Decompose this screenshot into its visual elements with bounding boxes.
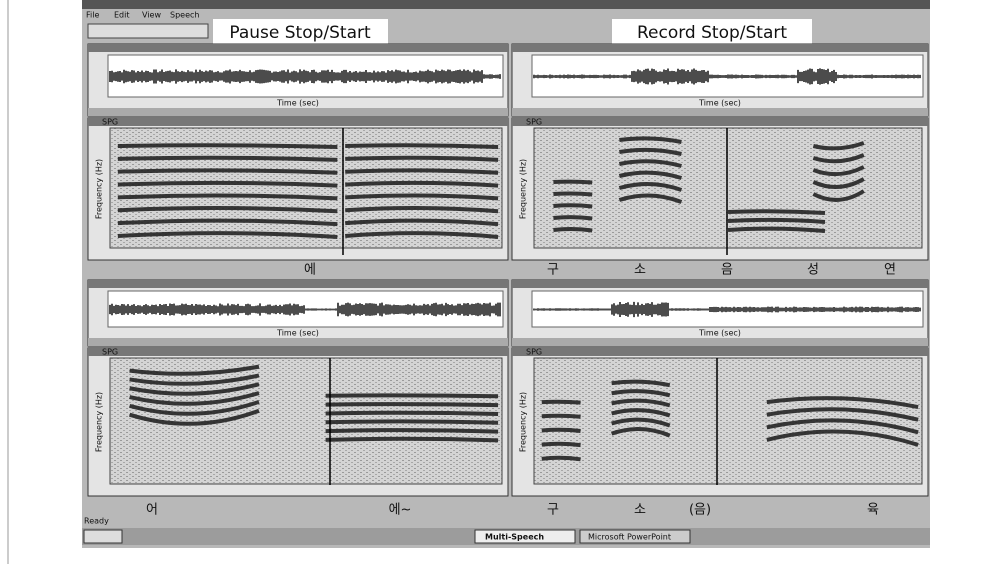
formant-band — [326, 439, 498, 441]
window-title: SPG — [102, 348, 118, 357]
formant-band — [326, 413, 498, 414]
y-axis-label: Frequency (Hz) — [519, 392, 528, 452]
caption: 음 — [721, 263, 733, 278]
overlay-label: Record Stop/Start — [637, 23, 787, 43]
caption: 육 — [867, 503, 879, 518]
formant-band — [345, 145, 498, 147]
y-axis-label: Frequency (Hz) — [519, 159, 528, 219]
formant-band — [345, 158, 498, 160]
status-text: Ready — [84, 517, 109, 526]
formant-band — [542, 430, 581, 431]
status-strip — [512, 338, 928, 346]
x-axis-label: Time (sec) — [276, 99, 319, 108]
caption: 구 — [547, 503, 559, 518]
formant-band — [728, 211, 825, 213]
x-axis-label: Time (sec) — [276, 329, 319, 338]
caption: 에 — [304, 263, 316, 278]
formant-band — [542, 402, 581, 403]
y-axis-label: Frequency (Hz) — [95, 159, 104, 219]
formant-band — [326, 404, 498, 405]
formant-band — [118, 170, 338, 172]
screenshot: File Edit View Speech Pause Stop/Start Reco… — [0, 0, 993, 564]
formant-band — [326, 421, 498, 422]
window-titlebar — [512, 44, 928, 52]
formant-band — [118, 145, 338, 147]
x-axis-label: Time (sec) — [698, 99, 741, 108]
title-bar — [82, 0, 930, 9]
formant-band — [345, 170, 498, 172]
caption: 에~ — [389, 503, 412, 518]
window-title: SPG — [526, 348, 542, 357]
formant-band — [728, 229, 825, 231]
window-titlebar — [88, 44, 508, 52]
window-titlebar — [512, 348, 928, 356]
formant-band — [553, 182, 592, 183]
formant-band — [728, 220, 825, 222]
menu-item[interactable]: View — [142, 11, 161, 20]
formant-band — [542, 416, 581, 417]
y-axis-label: Frequency (Hz) — [95, 392, 104, 452]
window-titlebar — [88, 280, 508, 288]
window-titlebar — [88, 118, 508, 126]
status-strip — [88, 338, 508, 346]
formant-band — [118, 158, 338, 160]
formant-band — [326, 395, 498, 396]
formant-band — [553, 205, 592, 206]
menu-item[interactable]: Edit — [114, 11, 130, 20]
formant-band — [326, 430, 498, 431]
window-titlebar — [512, 280, 928, 288]
window-titlebar — [88, 348, 508, 356]
status-strip — [88, 108, 508, 116]
formant-band — [553, 229, 592, 230]
caption: 소 — [634, 263, 646, 278]
taskbar-label[interactable]: Microsoft PowerPoint — [588, 533, 671, 542]
caption: 성 — [807, 263, 819, 278]
taskbar-label[interactable]: Multi-Speech — [485, 533, 544, 542]
status-strip — [512, 108, 928, 116]
caption: 구 — [547, 263, 559, 278]
formant-band — [553, 193, 592, 194]
toolbar[interactable] — [88, 24, 208, 38]
menu-item[interactable]: Speech — [170, 11, 199, 20]
caption: (음) — [689, 503, 711, 518]
caption: 소 — [634, 503, 646, 518]
formant-band — [542, 458, 581, 459]
overlay-label: Pause Stop/Start — [229, 23, 371, 43]
caption: 연 — [884, 263, 896, 278]
window-title: SPG — [526, 118, 542, 127]
start-button[interactable] — [84, 530, 122, 543]
window-titlebar — [512, 118, 928, 126]
menu-item[interactable]: File — [86, 11, 99, 20]
formant-band — [542, 444, 581, 445]
x-axis-label: Time (sec) — [698, 329, 741, 338]
window-title: SPG — [102, 118, 118, 127]
formant-band — [553, 217, 592, 218]
panels: Time (sec) Time (sec) SPG Frequency (Hz) SPG… — [88, 44, 928, 518]
caption: 어 — [146, 503, 158, 518]
